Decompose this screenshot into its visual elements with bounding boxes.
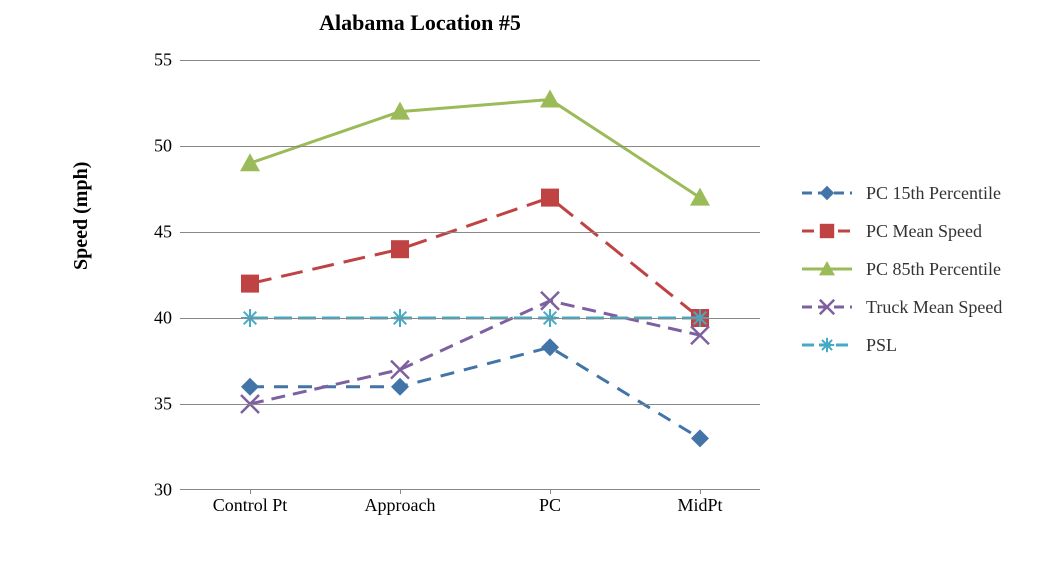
x-tick-label: PC <box>539 489 561 516</box>
legend-label: PSL <box>866 335 897 356</box>
y-tick-label: 55 <box>154 50 180 71</box>
series-marker <box>540 90 560 108</box>
series-marker <box>391 240 409 258</box>
legend-item: Truck Mean Speed <box>800 294 1002 320</box>
gridline <box>180 232 760 233</box>
series-line <box>250 100 700 198</box>
y-tick-label: 45 <box>154 222 180 243</box>
series-marker <box>691 429 709 447</box>
legend: PC 15th Percentile PC Mean Speed PC 85th P… <box>800 180 1002 370</box>
x-tick-label: Control Pt <box>213 489 288 516</box>
legend-item: PC 85th Percentile <box>800 256 1002 282</box>
legend-label: Truck Mean Speed <box>866 297 1002 318</box>
legend-swatch <box>800 221 854 241</box>
series-line <box>250 347 700 438</box>
gridline <box>180 146 760 147</box>
series-line <box>250 301 700 404</box>
legend-item: PC Mean Speed <box>800 218 1002 244</box>
legend-swatch <box>800 259 854 279</box>
legend-swatch <box>800 335 854 355</box>
y-tick-label: 35 <box>154 394 180 415</box>
series-marker <box>541 189 559 207</box>
x-tick-label: MidPt <box>677 489 722 516</box>
series-marker <box>241 275 259 293</box>
series-marker <box>541 338 559 356</box>
legend-label: PC 85th Percentile <box>866 259 1001 280</box>
gridline <box>180 60 760 61</box>
y-tick-label: 40 <box>154 308 180 329</box>
y-tick-label: 50 <box>154 136 180 157</box>
y-axis-label: Speed (mph) <box>70 162 93 270</box>
series-marker <box>690 188 710 206</box>
gridline <box>180 318 760 319</box>
legend-item: PSL <box>800 332 1002 358</box>
chart-title: Alabama Location #5 <box>80 10 760 36</box>
series-marker <box>391 361 409 379</box>
chart-svg <box>180 60 760 489</box>
gridline <box>180 404 760 405</box>
series-marker <box>541 292 559 310</box>
y-tick-label: 30 <box>154 480 180 501</box>
legend-label: PC 15th Percentile <box>866 183 1001 204</box>
series-marker <box>391 378 409 396</box>
series-line <box>250 198 700 318</box>
legend-swatch <box>800 297 854 317</box>
legend-label: PC Mean Speed <box>866 221 982 242</box>
legend-swatch <box>800 183 854 203</box>
plot-area: 303540455055Control PtApproachPCMidPt <box>180 60 760 490</box>
series-marker <box>241 378 259 396</box>
chart-container: Alabama Location #5 Speed (mph) 30354045… <box>80 10 1040 550</box>
x-tick-label: Approach <box>365 489 436 516</box>
legend-item: PC 15th Percentile <box>800 180 1002 206</box>
